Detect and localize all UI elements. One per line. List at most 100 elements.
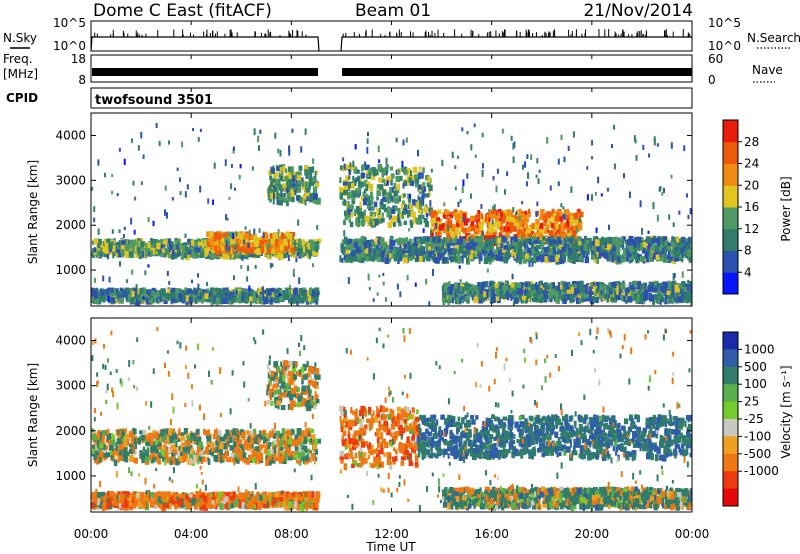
heatmap-cell (510, 218, 516, 225)
heatmap-cell (409, 180, 415, 186)
heatmap-cell (659, 296, 665, 303)
heatmap-cell (344, 210, 349, 216)
heatmap-cell (390, 237, 394, 242)
heatmap-cell (672, 281, 676, 288)
heatmap-cell (455, 235, 458, 243)
heatmap-cell (627, 243, 632, 249)
heatmap-cell (282, 183, 287, 189)
heatmap-cell (437, 220, 443, 227)
heatmap-cell (106, 252, 109, 258)
heatmap-cell (685, 293, 690, 300)
heatmap-cell (570, 235, 575, 242)
heatmap-cell (427, 176, 431, 183)
heatmap-cell (158, 239, 161, 246)
heatmap-cell (119, 249, 125, 254)
heatmap-cell (422, 167, 425, 174)
heatmap-cell (368, 249, 374, 255)
heatmap-cell (361, 164, 364, 172)
heatmap-cell (376, 189, 382, 196)
heatmap-cell (339, 187, 344, 193)
heatmap-cell (356, 220, 361, 228)
heatmap-cell (182, 245, 186, 252)
heatmap-cell (302, 246, 306, 253)
heatmap-cell (569, 216, 575, 222)
heatmap-cell (342, 181, 348, 186)
heatmap-cell (585, 250, 590, 255)
heatmap-cell (680, 247, 684, 255)
freq-label: Freq. (3, 52, 33, 66)
heatmap-cell (279, 290, 284, 295)
heatmap-cell (457, 252, 461, 258)
heatmap-cell (362, 191, 366, 198)
heatmap-cell (534, 250, 540, 256)
heatmap-cell (570, 239, 575, 247)
heatmap-cell (411, 199, 416, 206)
heatmap-cell (343, 255, 348, 261)
heatmap-cell (275, 187, 279, 195)
heatmap-cell (392, 215, 396, 222)
heatmap-cell (596, 251, 599, 258)
heatmap-cell (492, 232, 497, 238)
heatmap-cell (355, 219, 358, 225)
heatmap-cell (460, 283, 465, 289)
heatmap-cell (236, 246, 242, 252)
heatmap-cell (654, 246, 659, 252)
heatmap-cell (646, 256, 650, 263)
heatmap-cell (476, 247, 481, 253)
heatmap-cell (302, 240, 308, 246)
heatmap-cell (352, 175, 355, 180)
heatmap-cell (134, 244, 137, 252)
heatmap-cell (360, 251, 366, 258)
heatmap-cell (298, 249, 303, 256)
heatmap-cell (300, 242, 304, 250)
heatmap-cell (250, 234, 255, 241)
heatmap-cell (450, 250, 455, 256)
heatmap-cell (386, 245, 391, 250)
heatmap-cell (414, 241, 418, 248)
nsky-panel: N.Sky 10^5 10^0 10^5 10^0 N.Search (3, 16, 800, 53)
heatmap-cell (386, 198, 390, 204)
heatmap-cell (308, 250, 314, 257)
heatmap-cell (389, 244, 394, 251)
heatmap-cell (308, 295, 312, 302)
heatmap-cell (371, 256, 376, 262)
heatmap-cell (270, 233, 275, 240)
heatmap-cell (552, 243, 557, 249)
heatmap-cell (191, 239, 195, 247)
heatmap-cell (363, 209, 367, 215)
heatmap-cell (686, 283, 690, 291)
heatmap-cell (670, 256, 673, 261)
heatmap-cell (233, 296, 237, 303)
heatmap-cell (339, 165, 344, 171)
heatmap-cell (136, 298, 141, 306)
heatmap-cell (256, 297, 261, 304)
heatmap-cell (303, 291, 308, 297)
heatmap-cell (279, 166, 282, 174)
heatmap-cell (163, 297, 168, 305)
heatmap-cell (347, 181, 353, 189)
heatmap-cell (343, 183, 348, 190)
heatmap-cell (431, 255, 435, 261)
heatmap-cell (177, 250, 180, 255)
heatmap-cell (528, 238, 532, 246)
heatmap-cell (620, 240, 625, 246)
heatmap-cell (572, 229, 577, 236)
heatmap-cell (596, 296, 599, 304)
heatmap-cell (417, 202, 421, 210)
heatmap-cell (672, 252, 676, 258)
heatmap-cell (455, 220, 459, 226)
heatmap-cell (598, 238, 604, 244)
heatmap-cell (297, 185, 302, 193)
heatmap-cell (178, 243, 182, 250)
heatmap-cell (268, 246, 272, 253)
heatmap-cell (488, 249, 493, 257)
heatmap-cell (360, 219, 366, 226)
heatmap-cell (586, 245, 590, 251)
heatmap-cell (595, 281, 601, 289)
heatmap-cell (403, 220, 407, 226)
heatmap-cell (273, 289, 276, 296)
heatmap-cell (312, 186, 317, 194)
heatmap-cell (560, 222, 564, 229)
heatmap-cell (109, 246, 113, 253)
heatmap-cell (375, 248, 381, 256)
